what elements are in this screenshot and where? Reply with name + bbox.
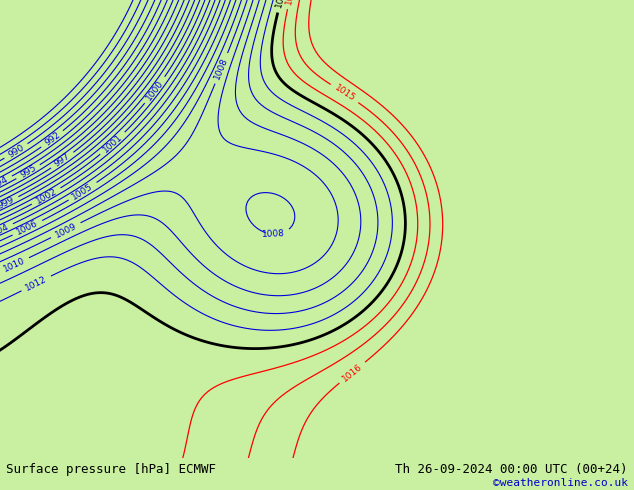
Text: 1006: 1006	[15, 219, 40, 237]
Text: 1015: 1015	[332, 83, 357, 103]
Text: 1008: 1008	[213, 56, 230, 81]
Text: 992: 992	[42, 130, 61, 148]
Text: 994: 994	[0, 174, 10, 191]
Text: 990: 990	[6, 143, 26, 160]
Text: 1009: 1009	[53, 221, 78, 240]
Text: 1008: 1008	[262, 229, 285, 239]
Text: 1013: 1013	[275, 0, 289, 9]
Text: 1005: 1005	[70, 181, 95, 201]
Text: Th 26-09-2024 00:00 UTC (00+24): Th 26-09-2024 00:00 UTC (00+24)	[395, 463, 628, 476]
Text: 999: 999	[0, 195, 16, 211]
Text: 997: 997	[53, 152, 72, 169]
Text: 1002: 1002	[34, 187, 58, 206]
Text: 1016: 1016	[340, 362, 364, 383]
Text: 1014: 1014	[284, 0, 298, 5]
Text: 1012: 1012	[24, 274, 48, 293]
Text: 995: 995	[18, 164, 38, 180]
Text: 1001: 1001	[101, 132, 124, 154]
Text: 1004: 1004	[0, 222, 10, 240]
Text: ©weatheronline.co.uk: ©weatheronline.co.uk	[493, 478, 628, 489]
Text: Surface pressure [hPa] ECMWF: Surface pressure [hPa] ECMWF	[6, 463, 216, 476]
Text: 1010: 1010	[2, 256, 27, 273]
Text: 1000: 1000	[145, 78, 165, 102]
